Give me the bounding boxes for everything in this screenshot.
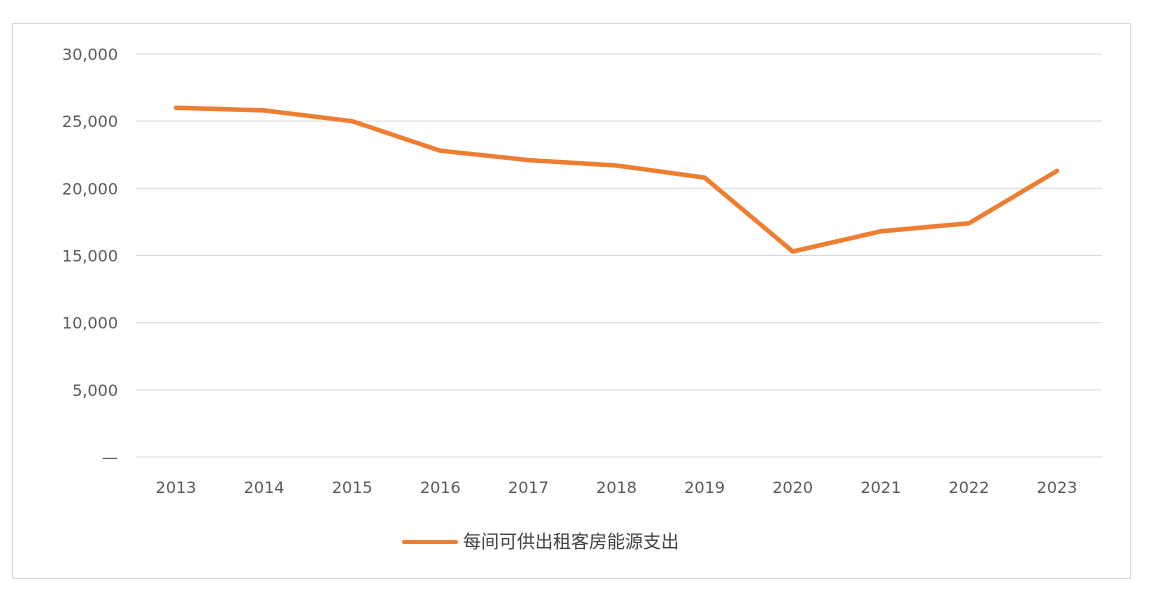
legend: 每间可供出租客房能源支出 — [402, 532, 679, 553]
x-tick-label: 2016 — [420, 478, 461, 497]
data-point — [790, 249, 795, 254]
data-point — [702, 175, 707, 180]
x-tick-label: 2020 — [772, 478, 813, 497]
x-tick-label: 2013 — [156, 478, 197, 497]
x-tick-label: 2018 — [596, 478, 637, 497]
data-point — [878, 229, 883, 234]
data-point — [350, 119, 355, 124]
data-point — [174, 105, 178, 110]
y-axis-labels: — 5,000 10,000 15,000 20,000 25,000 30,000 — [62, 45, 118, 467]
data-point — [526, 158, 531, 163]
y-tick-label: 15,000 — [62, 247, 118, 266]
x-axis-labels: 2013 2014 2015 2016 2017 2018 2019 2020 2021 2022… — [156, 478, 1078, 497]
data-point — [966, 221, 971, 226]
x-tick-label: 2019 — [684, 478, 725, 497]
y-tick-label: 30,000 — [62, 45, 118, 64]
data-point — [262, 108, 267, 113]
x-tick-label: 2023 — [1037, 478, 1078, 497]
x-tick-label: 2022 — [949, 478, 990, 497]
series-line — [173, 105, 1060, 254]
x-tick-label: 2014 — [244, 478, 285, 497]
y-tick-label: 5,000 — [72, 381, 118, 400]
data-point — [614, 163, 619, 168]
data-point — [438, 148, 443, 153]
chart-frame — [12, 23, 1131, 579]
x-tick-label: 2015 — [332, 478, 373, 497]
gridlines — [136, 53, 1102, 458]
y-tick-label: 25,000 — [62, 112, 118, 131]
x-tick-label: 2017 — [508, 478, 549, 497]
series-group — [173, 105, 1060, 254]
y-tick-label: — — [102, 448, 118, 467]
y-tick-label: 10,000 — [62, 314, 118, 333]
y-tick-label: 20,000 — [62, 179, 118, 198]
data-point — [1055, 168, 1059, 173]
legend-label: 每间可供出租客房能源支出 — [463, 532, 679, 553]
x-tick-label: 2021 — [860, 478, 901, 497]
